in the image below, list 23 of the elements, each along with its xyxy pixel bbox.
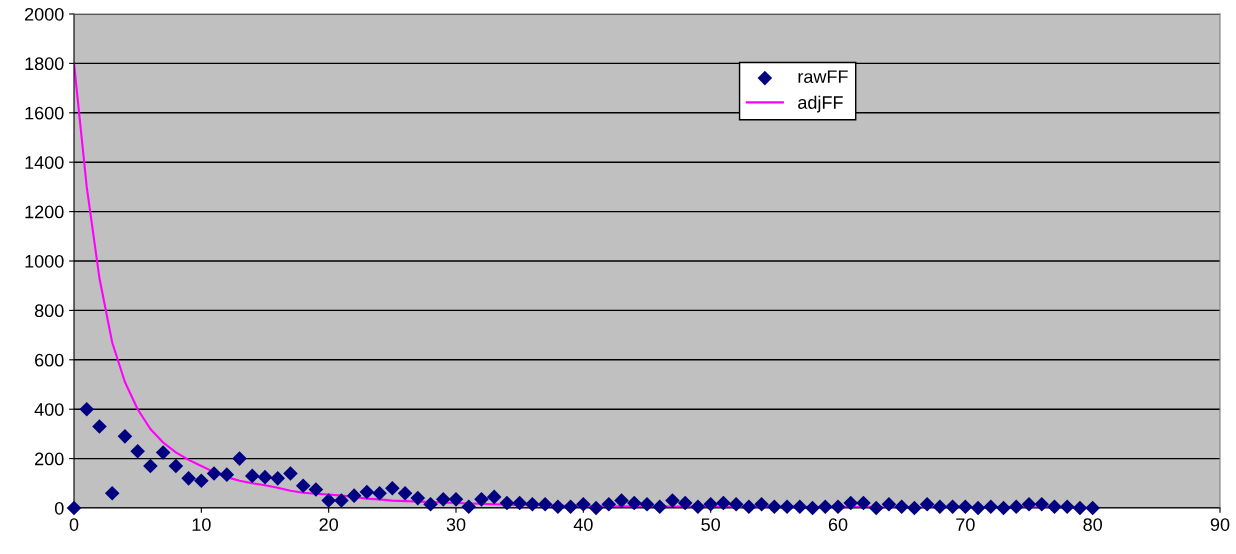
x-tick-label: 90 <box>1210 518 1230 531</box>
x-tick-label: 20 <box>319 518 338 531</box>
y-tick-label: 2000 <box>25 7 64 21</box>
y-tick-label: 1600 <box>25 106 64 120</box>
x-tick-label: 10 <box>192 518 211 531</box>
y-tick-label: 1000 <box>25 254 64 268</box>
y-tick-label: 1800 <box>25 57 64 71</box>
y-tick-label: 400 <box>34 403 64 416</box>
legend-label: rawFF <box>798 70 848 84</box>
x-tick-label: 0 <box>69 518 79 531</box>
legend-label: adjFF <box>798 95 843 113</box>
y-tick-label: 1200 <box>25 205 64 219</box>
y-tick-label: 200 <box>35 452 64 466</box>
x-tick-label: 60 <box>828 518 848 531</box>
x-tick-label: 40 <box>573 518 593 531</box>
x-tick-label: 50 <box>701 518 720 531</box>
y-tick-label: 0 <box>54 501 64 515</box>
x-tick-label: 30 <box>446 518 466 531</box>
x-tick-label: 80 <box>1083 518 1102 531</box>
x-tick-label: 70 <box>956 518 975 531</box>
y-tick-label: 600 <box>35 353 64 367</box>
y-tick-label: 1400 <box>25 156 64 169</box>
y-tick-label: 800 <box>34 304 64 318</box>
